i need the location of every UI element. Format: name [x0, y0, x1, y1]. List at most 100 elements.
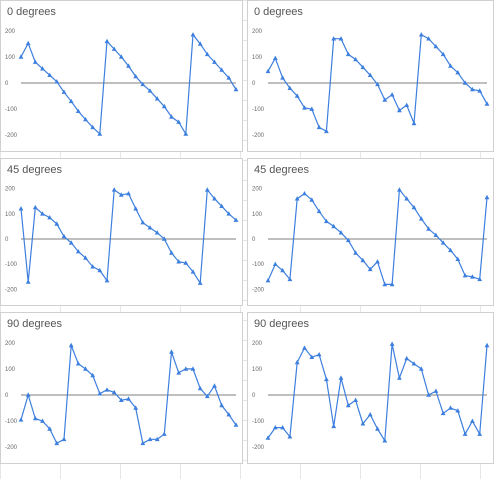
y-tick-label: -100 [5, 262, 18, 268]
data-point-marker [104, 387, 110, 392]
y-tick-label: 0 [252, 81, 256, 87]
data-point-marker [316, 124, 322, 130]
series-line [20, 33, 237, 136]
chart-panel-45deg-right[interactable]: 45 degrees 200 100 0 -100 -200 [247, 158, 494, 306]
chart-panel-45deg-left[interactable]: 45 degrees 200 100 0 -100 -200 [0, 158, 243, 306]
data-point-marker [397, 107, 402, 113]
data-point-marker [226, 412, 232, 417]
data-point-marker [272, 261, 278, 266]
data-point-marker [118, 397, 124, 402]
data-point-marker [126, 191, 131, 196]
data-point-marker [226, 211, 232, 216]
chart-title: 0 degrees [7, 6, 56, 18]
data-point-marker [455, 256, 461, 261]
data-point-marker [140, 220, 146, 225]
data-point-marker [83, 116, 88, 122]
data-point-marker [316, 208, 322, 214]
data-point-marker [455, 408, 461, 413]
data-point-marker [411, 120, 417, 126]
data-point-marker [375, 259, 380, 264]
chart-title: 0 degrees [254, 6, 303, 18]
data-point-marker [118, 192, 124, 197]
data-point-marker [302, 345, 307, 350]
data-point-marker [161, 236, 167, 241]
data-point-marker [345, 402, 351, 408]
data-point-marker [97, 131, 103, 136]
data-point-marker [176, 370, 182, 375]
y-tick-label: -200 [5, 445, 18, 451]
data-point-marker [462, 273, 468, 278]
data-point-marker [418, 32, 424, 37]
chart-title: 45 degrees [254, 164, 310, 176]
y-tick-label: 100 [252, 367, 263, 373]
data-point-marker [54, 79, 60, 84]
data-point-marker [265, 278, 271, 283]
data-point-marker [90, 372, 96, 378]
chart-panel-0deg-left[interactable]: 0 degrees 200 100 0 -100 -200 [0, 0, 243, 152]
y-tick-label: 200 [252, 341, 263, 347]
data-point-marker [204, 51, 210, 57]
data-point-marker [433, 43, 439, 49]
data-point-marker [331, 36, 337, 41]
data-point-marker [265, 435, 271, 440]
data-point-marker [426, 36, 431, 41]
data-point-marker [25, 279, 31, 284]
data-point-marker [389, 341, 395, 346]
data-point-marker [133, 405, 139, 410]
chart-panel-0deg-right[interactable]: 0 degrees 200 100 0 -100 -200 [247, 0, 494, 152]
data-point-marker [25, 40, 31, 46]
chart-title: 90 degrees [7, 318, 63, 330]
data-point-marker [360, 64, 366, 70]
data-point-marker [331, 423, 337, 429]
chart-panel-90deg-left[interactable]: 90 degrees 200 100 0 -100 -200 [0, 312, 243, 464]
data-point-marker [353, 56, 358, 62]
data-point-marker [226, 75, 232, 80]
data-point-marker [197, 280, 203, 285]
data-point-marker [448, 247, 453, 253]
line-chart: 200 100 0 -100 -200 [5, 187, 239, 293]
data-point-marker [183, 131, 189, 136]
data-point-marker [126, 396, 131, 401]
data-point-marker [75, 361, 81, 366]
data-point-marker [418, 366, 424, 371]
data-point-marker [440, 410, 446, 416]
y-tick-label: 200 [5, 29, 16, 35]
data-point-marker [338, 230, 344, 235]
data-point-marker [111, 187, 117, 192]
data-point-marker [83, 255, 88, 260]
y-tick-label: 100 [5, 55, 16, 61]
data-point-marker [426, 392, 431, 397]
y-tick-label: 0 [5, 81, 9, 87]
data-point-marker [40, 418, 45, 423]
data-point-marker [418, 216, 424, 221]
data-point-marker [382, 97, 388, 102]
y-tick-label: -100 [5, 107, 18, 113]
data-point-marker [411, 204, 417, 210]
y-tick-label: -100 [5, 419, 18, 425]
chart-panel-90deg-right[interactable]: 90 degrees 200 100 0 -100 -200 [247, 312, 494, 464]
y-tick-label: 200 [5, 341, 16, 347]
data-point-marker [183, 366, 189, 371]
data-point-marker [190, 269, 196, 274]
data-point-marker [338, 36, 344, 41]
data-point-marker [169, 114, 174, 119]
data-point-marker [219, 402, 225, 408]
data-point-marker [302, 105, 307, 110]
data-point-marker [345, 237, 351, 243]
y-tick-label: 0 [5, 393, 9, 399]
data-point-marker [280, 75, 285, 80]
data-point-marker [440, 51, 446, 57]
data-point-marker [324, 376, 329, 382]
data-point-marker [426, 226, 431, 231]
data-point-marker [397, 187, 402, 192]
data-point-marker [147, 88, 153, 93]
data-point-marker [389, 281, 395, 287]
chart-title: 90 degrees [254, 318, 310, 330]
data-point-marker [133, 206, 139, 211]
y-tick-label: -200 [252, 287, 265, 293]
y-tick-label: 0 [5, 237, 9, 243]
data-point-marker [32, 59, 38, 64]
data-point-marker [375, 81, 380, 87]
data-point-marker [161, 103, 167, 109]
data-point-marker [448, 405, 453, 410]
